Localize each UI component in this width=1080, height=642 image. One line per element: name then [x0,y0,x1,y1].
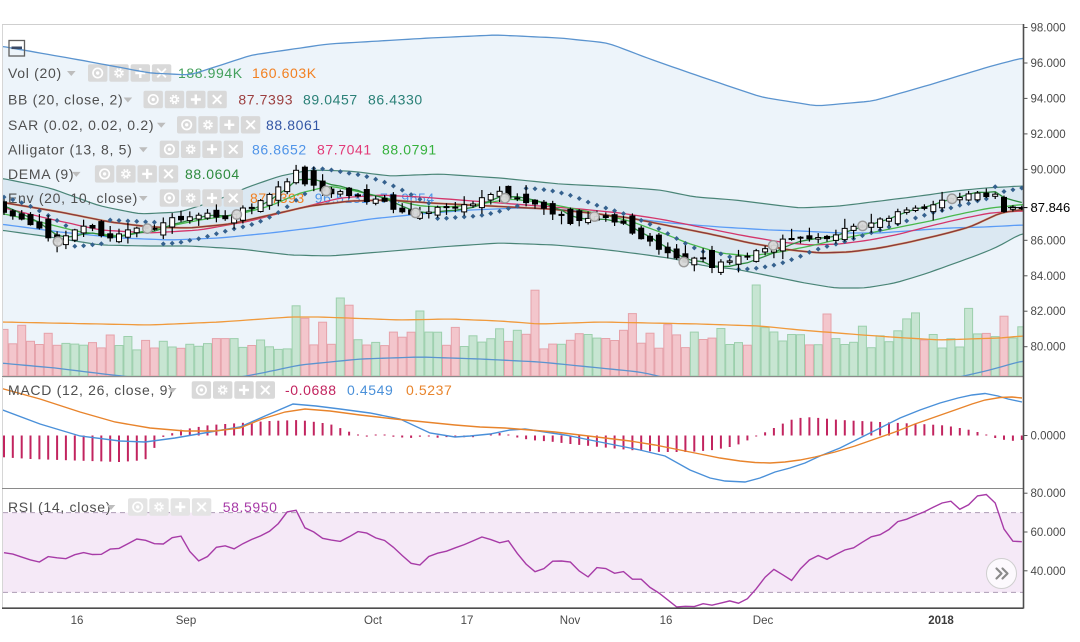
svg-text:-0.0688: -0.0688 [285,382,337,398]
svg-text:86.4330: 86.4330 [368,92,423,108]
svg-text:87.7041: 87.7041 [317,141,372,157]
svg-text:88.0604: 88.0604 [185,166,240,182]
svg-text:Env (20, 10, close): Env (20, 10, close) [8,190,138,206]
svg-text:BB (20, close, 2): BB (20, close, 2) [8,92,123,108]
svg-text:92.000: 92.000 [1031,129,1066,141]
svg-text:96.000: 96.000 [1031,58,1066,70]
svg-text:MACD (12, 26, close, 9): MACD (12, 26, close, 9) [8,382,174,398]
svg-text:160.603K: 160.603K [252,65,317,81]
svg-text:87.7393: 87.7393 [238,92,293,108]
svg-text:Sep: Sep [176,615,196,627]
svg-text:Dec: Dec [753,615,774,627]
svg-text:Alligator (13, 8, 5): Alligator (13, 8, 5) [8,141,133,157]
svg-text:90.000: 90.000 [1031,164,1066,176]
svg-text:82.000: 82.000 [1031,306,1066,318]
svg-text:86.000: 86.000 [1031,235,1066,247]
svg-text:0.5237: 0.5237 [406,382,452,398]
svg-text:RSI (14, close): RSI (14, close) [8,499,111,515]
svg-text:Nov: Nov [560,615,581,627]
svg-text:94.000: 94.000 [1031,93,1066,105]
svg-text:Vol (20): Vol (20) [8,65,62,81]
svg-text:98.000: 98.000 [1031,23,1066,35]
svg-text:80.000: 80.000 [1031,488,1066,500]
svg-text:88.8061: 88.8061 [266,117,321,133]
svg-text:60.000: 60.000 [1031,527,1066,539]
svg-text:SAR (0.02, 0.02, 0.2): SAR (0.02, 0.02, 0.2) [8,117,154,133]
svg-text:88.0791: 88.0791 [382,141,437,157]
svg-text:86.8652: 86.8652 [252,141,307,157]
svg-text:80.000: 80.000 [1031,342,1066,354]
svg-text:Oct: Oct [364,615,383,627]
svg-text:40.000: 40.000 [1031,566,1066,578]
svg-text:84.000: 84.000 [1031,271,1066,283]
svg-text:58.5950: 58.5950 [223,499,278,515]
svg-text:2018: 2018 [928,615,954,627]
svg-text:87.846: 87.846 [1031,200,1071,215]
svg-text:17: 17 [461,615,474,627]
svg-text:0.0000: 0.0000 [1031,431,1066,443]
svg-text:16: 16 [660,615,673,627]
svg-text:0.4549: 0.4549 [347,382,393,398]
svg-text:188.994K: 188.994K [178,65,243,81]
svg-text:16: 16 [71,615,84,627]
svg-text:89.0457: 89.0457 [303,92,358,108]
svg-text:DEMA (9): DEMA (9) [8,166,74,182]
